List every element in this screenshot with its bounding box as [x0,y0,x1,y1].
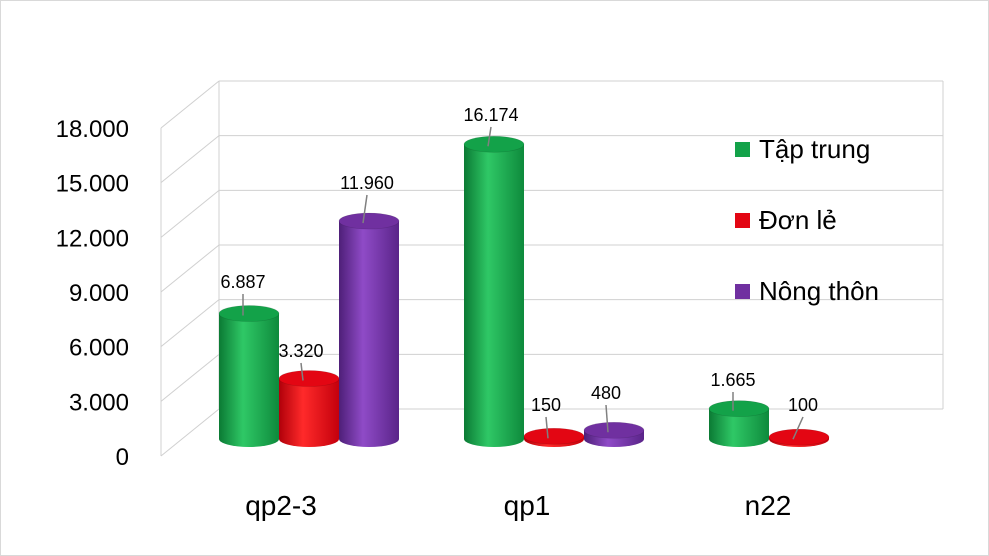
legend-label: Đơn lẻ [759,205,837,235]
bar-top [218,305,280,322]
bar-body [219,313,279,447]
bar-top [463,135,525,153]
leader-line [362,194,368,224]
y-tick-label: 12.000 [56,225,129,252]
bar-body [279,378,339,447]
data-label: 100 [788,395,818,415]
data-label: 480 [591,383,621,403]
leader-line [605,404,609,433]
data-label: 1.665 [710,370,755,390]
x-tick-label: qp1 [504,490,551,521]
bar-body [464,144,524,447]
leader-line [545,416,549,439]
y-tick-label: 9.000 [69,280,129,307]
y-tick-label: 6.000 [69,335,129,362]
bar [278,370,340,447]
bar-top [338,212,400,230]
bar-top [523,427,585,445]
bar [463,135,525,447]
bar-body [709,408,769,447]
data-label: 6.887 [220,272,265,292]
data-labels: 6.887 3.320 11.960 16.174 150 480 1.665 100 [220,105,818,440]
leader-line [487,126,492,147]
leader-line [792,416,804,440]
legend-item: Tập trung [735,134,870,164]
bar-top [583,421,645,439]
leader-line [300,362,304,381]
bar-body [339,221,399,447]
data-label: 11.960 [340,173,394,193]
bars [218,135,830,447]
data-label: 3.320 [278,341,323,361]
bar [583,421,645,447]
legend-swatch [735,142,750,157]
bar [218,305,280,447]
bar [338,212,400,447]
x-axis: qp2-3 qp1 n22 [245,490,791,521]
bar-top [708,400,770,417]
y-tick-label: 0 [116,444,129,471]
legend-swatch [735,284,750,299]
y-tick-label: 15.000 [56,171,129,198]
y-axis: 0 3.000 6.000 9.000 12.000 15.000 18.000 [56,116,129,471]
y-tick-label: 3.000 [69,389,129,416]
bar [523,427,585,447]
legend-item: Đơn lẻ [735,205,837,235]
data-label: 150 [531,395,561,415]
legend-label: Nông thôn [759,276,879,306]
legend-swatch [735,213,750,228]
y-tick-label: 18.000 [56,116,129,143]
legend: Tập trung Đơn lẻ Nông thôn [735,134,879,306]
bar-top [278,370,340,387]
data-label: 16.174 [463,105,518,125]
legend-item: Nông thôn [735,276,879,306]
x-tick-label: qp2-3 [245,490,317,521]
x-tick-label: n22 [745,490,792,521]
bar [708,400,770,447]
legend-label: Tập trung [759,134,870,164]
bar [768,428,830,447]
bar-top [768,428,830,446]
